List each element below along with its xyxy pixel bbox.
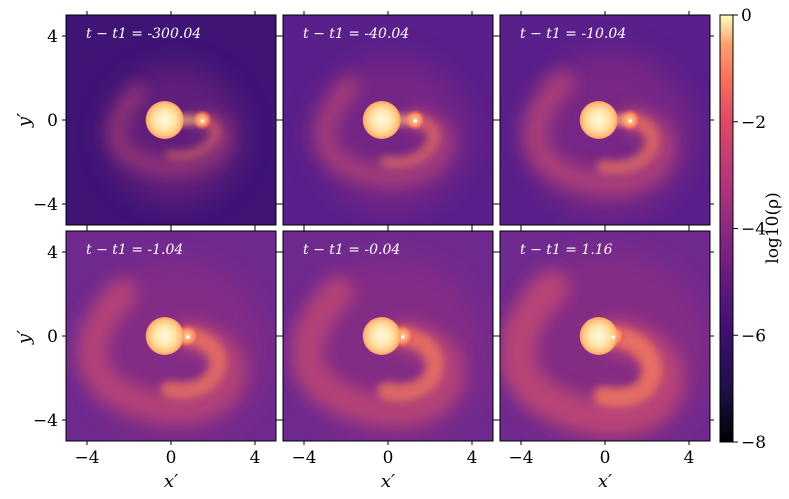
- x-tick-label: 0: [166, 448, 177, 468]
- panel-time-label: t − t1 = -300.04: [86, 26, 201, 42]
- density-field: [500, 231, 710, 441]
- x-tick-label: −4: [74, 448, 99, 468]
- spiral-arm-outer: [313, 76, 454, 188]
- x-tick-label: 0: [600, 448, 611, 468]
- xlabel-col2: x′: [381, 471, 395, 492]
- panel-grid: 4 0 −4 t − t1 = -300.04 t − t1 = -40.04 t − t…: [33, 11, 714, 468]
- colorbar-tick-label: −2: [741, 113, 766, 133]
- panel-1: 4 0 −4 t − t1 = -300.04: [33, 11, 280, 229]
- y-tick-label: 0: [47, 111, 58, 131]
- panel-6: −4 0 4 t − t1 = 1.16: [496, 227, 714, 468]
- colorbar-label: log10(ρ): [763, 192, 783, 263]
- density-field: [283, 231, 493, 441]
- panel-time-label: t − t1 = -10.04: [520, 26, 626, 42]
- spiral-arm-inner: [380, 113, 440, 169]
- panel-5: −4 0 4 t − t1 = -0.04: [279, 227, 497, 468]
- spiral-arm-outer: [108, 84, 232, 176]
- primary-star: [362, 317, 401, 355]
- panel-time-label: t − t1 = 1.16: [520, 242, 613, 258]
- y-tick-label: −4: [33, 195, 58, 215]
- x-tick-label: −4: [291, 448, 316, 468]
- y-tick-label: 4: [47, 27, 58, 47]
- companion-star: [186, 335, 190, 339]
- y-tick-label: 0: [47, 327, 58, 347]
- companion-star: [413, 119, 418, 123]
- primary-star: [362, 101, 401, 139]
- panel-time-label: t − t1 = -1.04: [86, 242, 183, 258]
- x-tick-label: 4: [467, 448, 478, 468]
- x-tick-label: 4: [250, 448, 261, 468]
- companion-star: [611, 335, 616, 339]
- spiral-arm-inner: [161, 327, 227, 400]
- primary-star: [579, 317, 618, 355]
- colorbar-tick-label: 0: [741, 6, 752, 26]
- colorbar: [719, 14, 734, 443]
- colorbar-tick-label: −8: [741, 433, 766, 453]
- panel-4: −4 0 4 4 0 −4 t − t1 = -1.04: [33, 227, 280, 468]
- companion-star: [200, 119, 205, 123]
- density-field: [283, 15, 493, 225]
- spiral-arm-inner: [377, 327, 444, 402]
- colorbar-tick-label: −6: [741, 326, 766, 346]
- density-field: [66, 231, 276, 441]
- panel-time-label: t − t1 = -0.04: [303, 242, 400, 258]
- xlabel-col1: x′: [164, 471, 178, 492]
- spiral-arm-outer: [77, 278, 246, 424]
- y-tick-label: −4: [33, 411, 58, 431]
- spiral-arm-inner: [593, 326, 662, 408]
- companion-star: [400, 335, 405, 339]
- density-field: [500, 15, 710, 225]
- panel-3: t − t1 = -10.04: [496, 11, 714, 229]
- spiral-arm-outer: [291, 276, 464, 427]
- companion-star: [628, 119, 632, 123]
- colorbar-tick-label: −4: [741, 220, 766, 240]
- ylabel-top: y′: [14, 113, 35, 128]
- colorbar-ticks: 0 −2 −4 −6 −8: [733, 6, 766, 453]
- spiral-arm-inner: [596, 112, 660, 175]
- spiral-arm-outer: [522, 70, 676, 196]
- x-tick-label: 0: [383, 448, 394, 468]
- primary-star: [579, 101, 618, 139]
- ylabel-bottom: y′: [14, 330, 35, 345]
- y-tick-label: 4: [47, 243, 58, 263]
- primary-star: [145, 101, 184, 139]
- primary-star: [145, 317, 184, 355]
- density-field: [66, 15, 276, 225]
- xlabel-col3: x′: [598, 471, 612, 492]
- panel-time-label: t − t1 = -40.04: [303, 26, 409, 42]
- panel-2: t − t1 = -40.04: [279, 11, 497, 229]
- x-tick-label: −4: [508, 448, 533, 468]
- x-tick-label: 4: [684, 448, 695, 468]
